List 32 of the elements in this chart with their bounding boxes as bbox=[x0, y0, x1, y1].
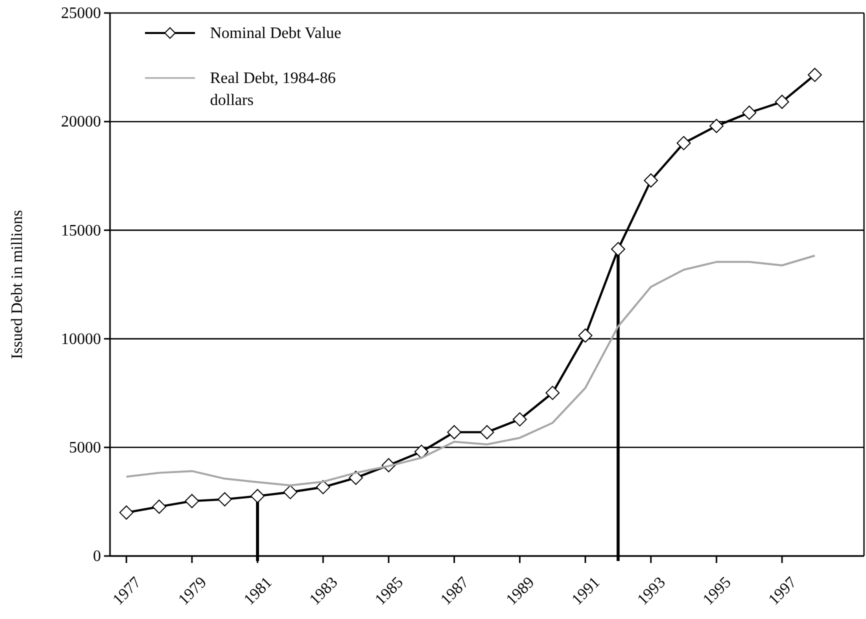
point bbox=[447, 425, 462, 440]
y-tick-label: 25000 bbox=[61, 5, 101, 22]
point bbox=[414, 444, 429, 459]
x-tick-label: 1991 bbox=[568, 574, 604, 609]
point bbox=[119, 505, 134, 520]
point bbox=[578, 328, 592, 343]
y-tick-label: 0 bbox=[93, 548, 101, 566]
x-tick-label: 1981 bbox=[240, 574, 276, 609]
y-tick-label: 15000 bbox=[61, 222, 101, 240]
y-axis-title: Issued Debt in millions bbox=[9, 210, 26, 359]
legend-label: Real Debt, 1984-86 dollars bbox=[210, 70, 336, 109]
point bbox=[218, 492, 232, 506]
y-tick-label: 10000 bbox=[61, 330, 101, 348]
point bbox=[250, 488, 265, 504]
point bbox=[709, 118, 724, 134]
point bbox=[774, 94, 790, 109]
point bbox=[316, 480, 330, 494]
point bbox=[644, 173, 658, 188]
point bbox=[152, 500, 166, 514]
point bbox=[348, 470, 363, 485]
legend-label: Nominal Debt Value bbox=[210, 25, 342, 42]
y-tick-label: 5000 bbox=[69, 440, 101, 457]
point bbox=[742, 106, 756, 120]
point bbox=[808, 68, 822, 82]
point bbox=[611, 242, 626, 256]
point bbox=[512, 412, 527, 426]
point bbox=[283, 485, 298, 500]
point bbox=[184, 494, 200, 508]
point bbox=[676, 136, 691, 150]
point bbox=[480, 425, 494, 440]
y-tick-label: 20000 bbox=[61, 114, 101, 131]
point bbox=[545, 386, 560, 400]
